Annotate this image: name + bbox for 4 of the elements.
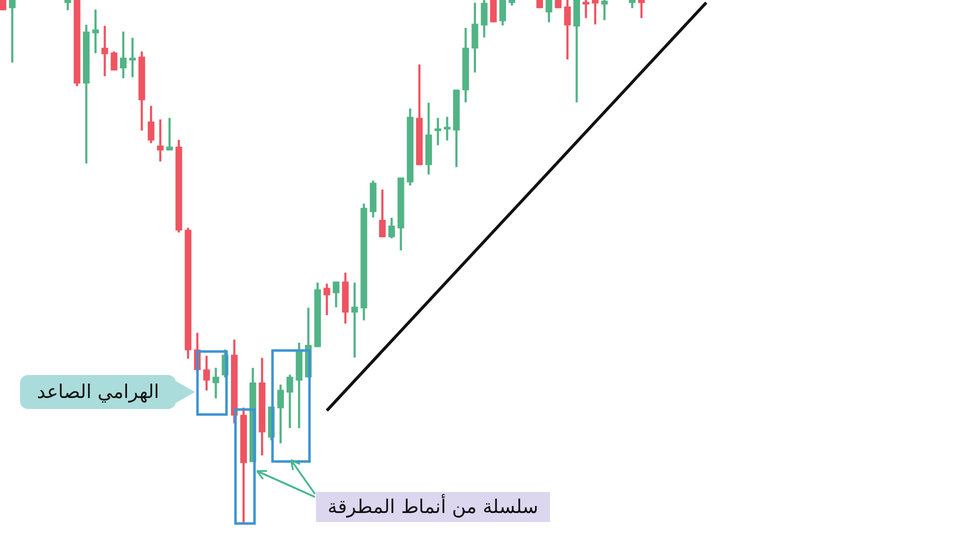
annotation: سلسلة من أنماط المطرقة <box>316 492 550 522</box>
candlestick <box>536 0 544 8</box>
candlestick <box>554 0 562 8</box>
annotation: الهرامي الصاعد <box>20 375 176 409</box>
